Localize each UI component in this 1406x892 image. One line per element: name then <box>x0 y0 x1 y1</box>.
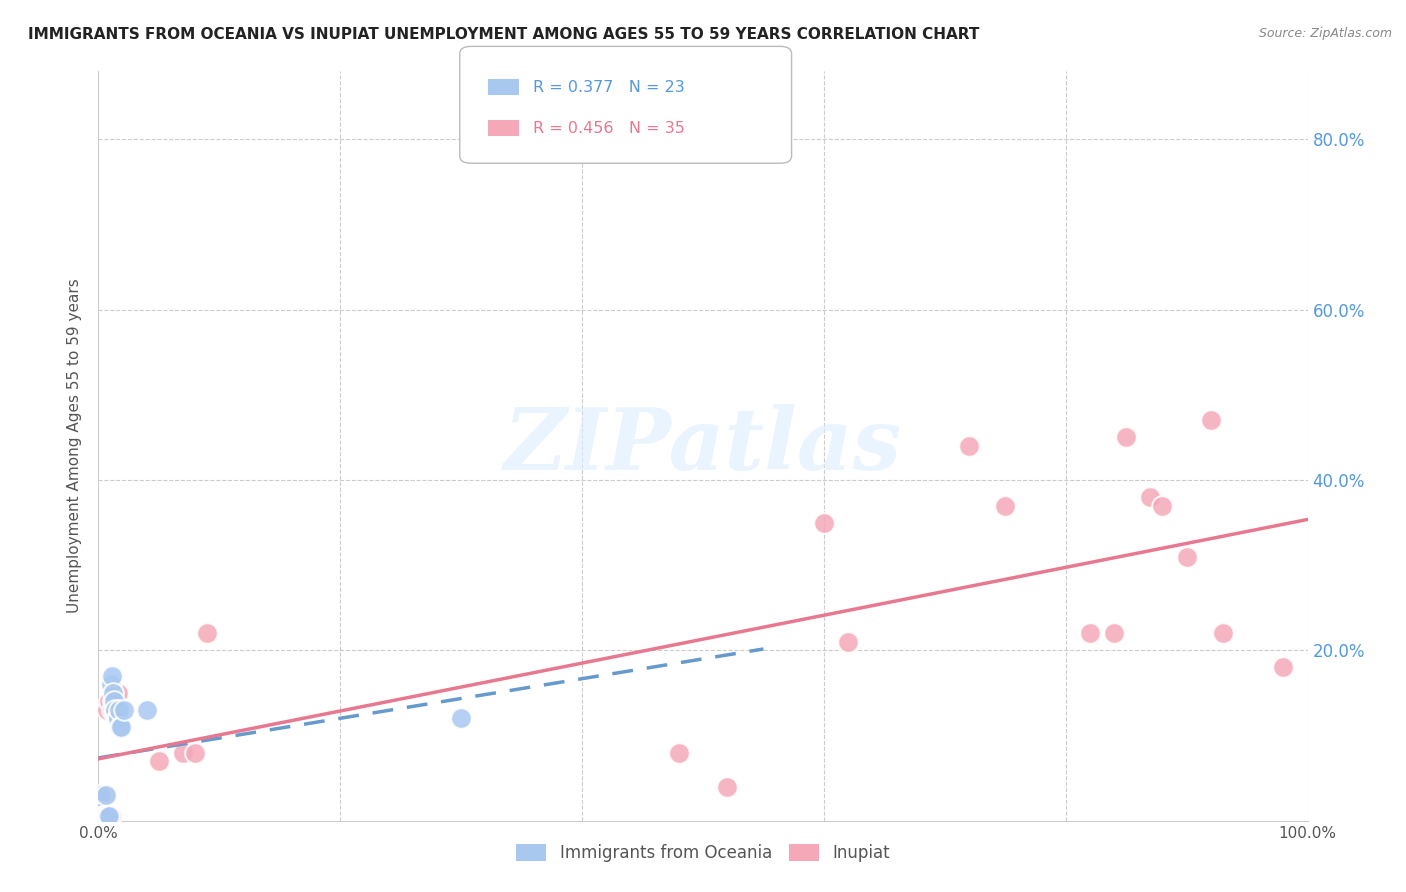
Point <box>91 805 114 819</box>
Point <box>105 711 128 725</box>
Point <box>96 703 118 717</box>
Point <box>108 720 131 734</box>
Point <box>94 809 117 823</box>
Point <box>450 711 472 725</box>
Text: R = 0.456   N = 35: R = 0.456 N = 35 <box>533 121 685 136</box>
Point <box>100 809 122 823</box>
Point <box>93 809 115 823</box>
Point <box>91 805 114 819</box>
Point <box>100 677 122 691</box>
Point <box>100 703 122 717</box>
Point <box>107 686 129 700</box>
Point <box>668 746 690 760</box>
Point <box>1078 626 1101 640</box>
Point <box>97 809 120 823</box>
Point <box>994 499 1017 513</box>
Point <box>98 809 121 823</box>
Point <box>813 516 835 530</box>
Point <box>108 703 131 717</box>
Point <box>957 439 980 453</box>
Point <box>94 788 117 802</box>
Point <box>90 788 112 802</box>
Point <box>1152 499 1174 513</box>
Point <box>837 635 859 649</box>
Point <box>96 809 118 823</box>
Point <box>91 809 114 823</box>
Point <box>1272 660 1295 674</box>
Point <box>1102 626 1125 640</box>
Point <box>1115 430 1137 444</box>
Point <box>1175 549 1198 564</box>
Point <box>195 626 218 640</box>
Text: IMMIGRANTS FROM OCEANIA VS INUPIAT UNEMPLOYMENT AMONG AGES 55 TO 59 YEARS CORREL: IMMIGRANTS FROM OCEANIA VS INUPIAT UNEMP… <box>28 27 980 42</box>
Point <box>91 809 114 823</box>
Text: ZIPatlas: ZIPatlas <box>503 404 903 488</box>
Point <box>108 703 131 717</box>
Point <box>1212 626 1234 640</box>
Point <box>97 809 120 823</box>
Text: Source: ZipAtlas.com: Source: ZipAtlas.com <box>1258 27 1392 40</box>
Point <box>184 746 207 760</box>
Legend: Immigrants from Oceania, Inupiat: Immigrants from Oceania, Inupiat <box>510 837 896 869</box>
Point <box>148 754 170 768</box>
Point <box>100 669 122 683</box>
Point <box>110 720 132 734</box>
Point <box>716 780 738 794</box>
Point <box>93 809 115 823</box>
Point <box>101 694 124 708</box>
Point <box>1199 413 1222 427</box>
Y-axis label: Unemployment Among Ages 55 to 59 years: Unemployment Among Ages 55 to 59 years <box>67 278 83 614</box>
Point <box>104 703 127 717</box>
Point <box>98 694 121 708</box>
Point <box>93 809 115 823</box>
Point <box>107 711 129 725</box>
Point <box>94 809 117 823</box>
Point <box>105 694 128 708</box>
Point <box>101 686 124 700</box>
Text: R = 0.377   N = 23: R = 0.377 N = 23 <box>533 80 685 95</box>
Point <box>135 703 157 717</box>
Point <box>112 703 135 717</box>
Point <box>93 788 115 802</box>
Point <box>103 703 125 717</box>
Point <box>172 746 194 760</box>
Point <box>90 788 112 802</box>
Point <box>1139 490 1161 504</box>
Point <box>103 694 125 708</box>
